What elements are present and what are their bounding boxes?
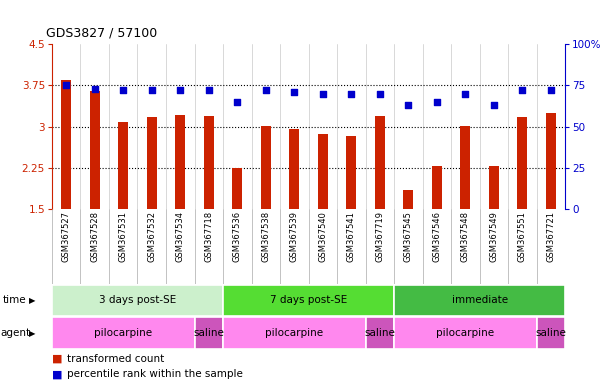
Bar bbox=[318, 134, 327, 209]
Text: GSM367545: GSM367545 bbox=[404, 211, 413, 262]
Bar bbox=[232, 168, 242, 209]
Bar bbox=[119, 122, 128, 209]
Bar bbox=[52, 285, 223, 316]
Point bbox=[90, 86, 100, 92]
Bar bbox=[261, 126, 271, 209]
Text: agent: agent bbox=[1, 328, 31, 338]
Bar bbox=[346, 136, 356, 209]
Bar bbox=[518, 117, 527, 209]
Bar bbox=[394, 318, 536, 349]
Text: GSM367538: GSM367538 bbox=[262, 211, 270, 262]
Text: GSM367539: GSM367539 bbox=[290, 211, 299, 262]
Bar bbox=[204, 116, 214, 209]
Text: time: time bbox=[3, 295, 27, 306]
Text: saline: saline bbox=[535, 328, 566, 338]
Bar bbox=[223, 318, 365, 349]
Text: GSM367548: GSM367548 bbox=[461, 211, 470, 262]
Text: GSM367528: GSM367528 bbox=[90, 211, 99, 262]
Bar bbox=[546, 113, 556, 209]
Bar bbox=[375, 116, 385, 209]
Text: ■: ■ bbox=[52, 369, 62, 379]
Text: transformed count: transformed count bbox=[67, 354, 164, 364]
Point bbox=[175, 87, 185, 93]
Point bbox=[204, 87, 214, 93]
Bar bbox=[432, 166, 442, 209]
Point bbox=[119, 87, 128, 93]
Text: immediate: immediate bbox=[452, 295, 508, 306]
Bar bbox=[194, 318, 223, 349]
Text: pilocarpine: pilocarpine bbox=[265, 328, 323, 338]
Text: ▶: ▶ bbox=[29, 329, 36, 338]
Point bbox=[232, 99, 242, 105]
Bar bbox=[403, 190, 413, 209]
Point bbox=[546, 87, 556, 93]
Text: GSM367536: GSM367536 bbox=[233, 211, 242, 262]
Point bbox=[346, 91, 356, 97]
Bar bbox=[536, 318, 565, 349]
Text: GDS3827 / 57100: GDS3827 / 57100 bbox=[46, 26, 157, 39]
Text: GSM367546: GSM367546 bbox=[433, 211, 441, 262]
Bar bbox=[394, 285, 565, 316]
Bar bbox=[52, 318, 194, 349]
Bar bbox=[61, 80, 71, 209]
Text: GSM367721: GSM367721 bbox=[546, 211, 555, 262]
Text: GSM367534: GSM367534 bbox=[176, 211, 185, 262]
Text: pilocarpine: pilocarpine bbox=[436, 328, 494, 338]
Text: GSM367531: GSM367531 bbox=[119, 211, 128, 262]
Text: 3 days post-SE: 3 days post-SE bbox=[99, 295, 176, 306]
Text: percentile rank within the sample: percentile rank within the sample bbox=[67, 369, 243, 379]
Bar bbox=[290, 129, 299, 209]
Point bbox=[61, 83, 71, 89]
Point bbox=[403, 102, 413, 108]
Text: GSM367532: GSM367532 bbox=[147, 211, 156, 262]
Point bbox=[518, 87, 527, 93]
Text: saline: saline bbox=[364, 328, 395, 338]
Point bbox=[147, 87, 156, 93]
Text: 7 days post-SE: 7 days post-SE bbox=[270, 295, 347, 306]
Point bbox=[432, 99, 442, 105]
Point bbox=[318, 91, 327, 97]
Text: GSM367719: GSM367719 bbox=[375, 211, 384, 262]
Text: GSM367540: GSM367540 bbox=[318, 211, 327, 262]
Text: ■: ■ bbox=[52, 354, 62, 364]
Point bbox=[461, 91, 470, 97]
Text: saline: saline bbox=[193, 328, 224, 338]
Text: GSM367718: GSM367718 bbox=[204, 211, 213, 262]
Text: GSM367551: GSM367551 bbox=[518, 211, 527, 262]
Point bbox=[489, 102, 499, 108]
Bar bbox=[90, 91, 100, 209]
Bar bbox=[461, 126, 470, 209]
Bar bbox=[147, 117, 156, 209]
Text: pilocarpine: pilocarpine bbox=[94, 328, 152, 338]
Text: GSM367527: GSM367527 bbox=[62, 211, 71, 262]
Bar bbox=[223, 285, 394, 316]
Bar bbox=[175, 114, 185, 209]
Point bbox=[261, 87, 271, 93]
Point bbox=[375, 91, 385, 97]
Bar bbox=[489, 166, 499, 209]
Text: GSM367541: GSM367541 bbox=[347, 211, 356, 262]
Text: ▶: ▶ bbox=[29, 296, 36, 305]
Text: GSM367549: GSM367549 bbox=[489, 211, 499, 262]
Bar bbox=[365, 318, 394, 349]
Point bbox=[290, 89, 299, 95]
